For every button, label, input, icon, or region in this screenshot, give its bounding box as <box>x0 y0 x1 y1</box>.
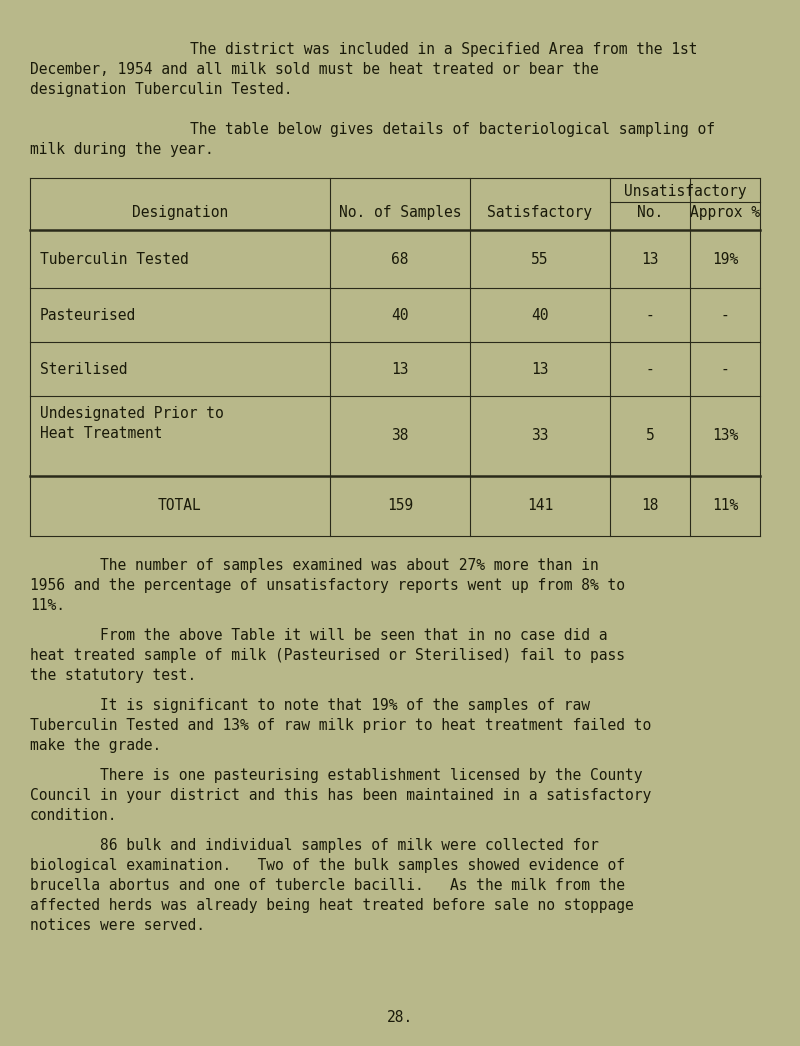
Text: Tuberculin Tested: Tuberculin Tested <box>40 251 189 267</box>
Text: 1956 and the percentage of unsatisfactory reports went up from 8% to: 1956 and the percentage of unsatisfactor… <box>30 578 625 593</box>
Text: 5: 5 <box>646 429 654 444</box>
Text: The district was included in a Specified Area from the 1st: The district was included in a Specified… <box>120 42 698 56</box>
Text: December, 1954 and all milk sold must be heat treated or bear the: December, 1954 and all milk sold must be… <box>30 62 598 77</box>
Text: affected herds was already being heat treated before sale no stoppage: affected herds was already being heat tr… <box>30 899 634 913</box>
Text: make the grade.: make the grade. <box>30 738 162 753</box>
Text: Tuberculin Tested and 13% of raw milk prior to heat treatment failed to: Tuberculin Tested and 13% of raw milk pr… <box>30 718 651 733</box>
Text: Council in your district and this has been maintained in a satisfactory: Council in your district and this has be… <box>30 788 651 803</box>
Text: Sterilised: Sterilised <box>40 362 127 377</box>
Text: Designation: Designation <box>132 205 228 220</box>
Text: 11%.: 11%. <box>30 598 65 613</box>
Text: Undesignated Prior to: Undesignated Prior to <box>40 406 224 420</box>
Text: The table below gives details of bacteriological sampling of: The table below gives details of bacteri… <box>120 122 715 137</box>
Text: 38: 38 <box>391 429 409 444</box>
Text: 11%: 11% <box>712 499 738 514</box>
Text: 40: 40 <box>531 308 549 322</box>
Text: 33: 33 <box>531 429 549 444</box>
Text: Unsatisfactory: Unsatisfactory <box>624 184 746 199</box>
Text: 40: 40 <box>391 308 409 322</box>
Text: Heat Treatment: Heat Treatment <box>40 426 162 441</box>
Text: No. of Samples: No. of Samples <box>338 205 462 220</box>
Text: The number of samples examined was about 27% more than in: The number of samples examined was about… <box>30 558 598 573</box>
Text: notices were served.: notices were served. <box>30 918 205 933</box>
Text: condition.: condition. <box>30 808 118 823</box>
Text: 18: 18 <box>642 499 658 514</box>
Text: 141: 141 <box>527 499 553 514</box>
Text: the statutory test.: the statutory test. <box>30 668 196 683</box>
Text: 13%: 13% <box>712 429 738 444</box>
Text: 28.: 28. <box>387 1010 413 1025</box>
Text: 13: 13 <box>391 362 409 377</box>
Text: Pasteurised: Pasteurised <box>40 308 136 322</box>
Text: 159: 159 <box>387 499 413 514</box>
Text: 68: 68 <box>391 251 409 267</box>
Text: designation Tuberculin Tested.: designation Tuberculin Tested. <box>30 82 293 97</box>
Text: Approx %: Approx % <box>690 205 760 220</box>
Text: -: - <box>721 362 730 377</box>
Text: -: - <box>721 308 730 322</box>
Text: 13: 13 <box>531 362 549 377</box>
Text: 13: 13 <box>642 251 658 267</box>
Text: 86 bulk and individual samples of milk were collected for: 86 bulk and individual samples of milk w… <box>30 838 598 852</box>
Text: -: - <box>646 308 654 322</box>
Text: heat treated sample of milk (Pasteurised or Sterilised) fail to pass: heat treated sample of milk (Pasteurised… <box>30 649 625 663</box>
Text: It is significant to note that 19% of the samples of raw: It is significant to note that 19% of th… <box>30 698 590 713</box>
Text: Satisfactory: Satisfactory <box>487 205 593 220</box>
Text: -: - <box>646 362 654 377</box>
Text: 19%: 19% <box>712 251 738 267</box>
Text: 55: 55 <box>531 251 549 267</box>
Text: milk during the year.: milk during the year. <box>30 142 214 157</box>
Text: biological examination.   Two of the bulk samples showed evidence of: biological examination. Two of the bulk … <box>30 858 625 873</box>
Text: From the above Table it will be seen that in no case did a: From the above Table it will be seen tha… <box>30 628 607 643</box>
Text: brucella abortus and one of tubercle bacilli.   As the milk from the: brucella abortus and one of tubercle bac… <box>30 878 625 893</box>
Text: TOTAL: TOTAL <box>158 499 202 514</box>
Text: There is one pasteurising establishment licensed by the County: There is one pasteurising establishment … <box>30 768 642 783</box>
Text: No.: No. <box>637 205 663 220</box>
